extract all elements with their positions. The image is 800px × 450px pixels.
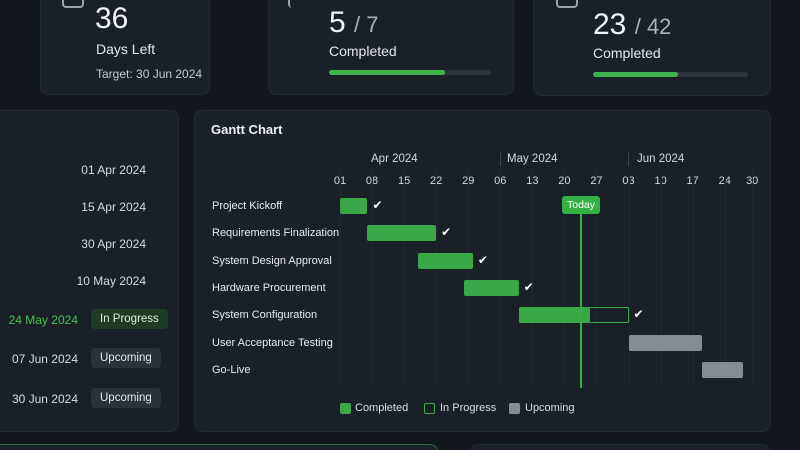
tasks-value: 23 / 42 — [593, 8, 671, 42]
task-label: System Design Approval — [212, 254, 332, 267]
milestones-list-card — [0, 110, 179, 432]
grid-line — [660, 170, 662, 388]
status-badge-upcoming: Upcoming — [91, 388, 161, 408]
checkmark-icon: ✔ — [441, 225, 452, 240]
milestone-date: 30 Jun 2024 — [11, 392, 78, 406]
tasks-card — [533, 0, 771, 96]
grid-line — [628, 170, 630, 388]
legend-swatch-in-progress — [424, 403, 435, 414]
milestone-date: 07 Jun 2024 — [11, 352, 78, 366]
milestone-date: 15 Apr 2024 — [81, 200, 146, 214]
milestones-progress-fill — [329, 70, 445, 75]
tasks-progress-bar — [593, 72, 748, 77]
milestones-total: / 7 — [354, 12, 379, 37]
gantt-bar-upcoming[interactable] — [628, 334, 702, 351]
grid-line — [340, 170, 341, 388]
legend-in-progress: In Progress — [440, 402, 497, 414]
gantt-bar-upcoming[interactable] — [701, 361, 744, 378]
task-label: Requirements Finalization — [212, 227, 340, 240]
checklist-icon — [556, 0, 578, 8]
grid-line — [500, 170, 502, 388]
month-divider — [500, 152, 501, 166]
task-label: System Configuration — [212, 309, 318, 322]
milestones-completed-count: 5 — [329, 6, 346, 39]
checkmark-icon: ✔ — [633, 307, 644, 322]
month-label: Jun 2024 — [637, 153, 685, 165]
days-left-card — [40, 0, 210, 95]
milestones-label: Completed — [329, 43, 397, 59]
gantt-bar-completed[interactable] — [340, 198, 368, 214]
grid-line — [404, 170, 406, 388]
today-marker: Today — [562, 196, 600, 214]
gantt-bar-completed[interactable] — [463, 279, 519, 296]
gantt-card — [194, 110, 771, 432]
grid-line — [596, 170, 598, 388]
milestone-date-current: 24 May 2024 — [8, 313, 78, 327]
grid-line — [724, 170, 726, 388]
month-label: May 2024 — [507, 153, 558, 165]
grid-line — [372, 170, 374, 388]
grid-line — [564, 170, 566, 388]
checkmark-icon: ✔ — [523, 279, 534, 294]
task-label: Go-Live — [212, 363, 251, 376]
grid-line — [752, 170, 754, 388]
milestone-date: 30 Apr 2024 — [81, 237, 146, 251]
calendar-icon — [62, 0, 84, 8]
grid-line — [436, 170, 438, 388]
milestone-date: 10 May 2024 — [76, 274, 146, 288]
gantt-bar-progress-fill — [518, 307, 591, 324]
task-label: User Acceptance Testing — [212, 336, 333, 349]
task-label: Hardware Procurement — [212, 281, 326, 294]
legend-completed: Completed — [355, 402, 409, 414]
month-divider — [628, 152, 629, 166]
grid-line — [532, 170, 534, 388]
gantt-bar-completed[interactable] — [417, 252, 473, 269]
month-label: Apr 2024 — [371, 153, 418, 165]
gantt-title: Gantt Chart — [211, 122, 283, 137]
days-left-value: 36 — [95, 2, 129, 35]
legend-swatch-completed — [340, 403, 351, 414]
milestones-progress-bar — [329, 70, 491, 75]
tasks-label: Completed — [593, 45, 661, 61]
tasks-progress-fill — [593, 72, 678, 77]
task-label: Project Kickoff — [212, 200, 283, 212]
legend-swatch-upcoming — [509, 403, 520, 414]
checkmark-icon: ✔ — [477, 252, 488, 267]
bottom-card — [0, 444, 438, 450]
days-left-label: Days Left — [96, 41, 156, 57]
tasks-total: / 42 — [634, 14, 672, 39]
grid-line — [468, 170, 470, 388]
tasks-completed-count: 23 — [593, 8, 627, 41]
grid-line — [692, 170, 694, 388]
flag-icon — [288, 0, 298, 8]
legend-upcoming: Upcoming — [525, 402, 575, 414]
status-badge-upcoming: Upcoming — [91, 348, 161, 368]
target-date: Target: 30 Jun 2024 — [96, 67, 203, 81]
bottom-card — [470, 444, 770, 450]
status-badge-in-progress: In Progress — [91, 309, 168, 329]
milestones-value: 5 / 7 — [329, 6, 379, 40]
milestone-date: 01 Apr 2024 — [81, 163, 146, 177]
milestones-card — [268, 0, 514, 95]
gantt-bar-completed[interactable] — [367, 225, 437, 242]
checkmark-icon: ✔ — [372, 198, 383, 212]
today-line — [580, 212, 582, 388]
